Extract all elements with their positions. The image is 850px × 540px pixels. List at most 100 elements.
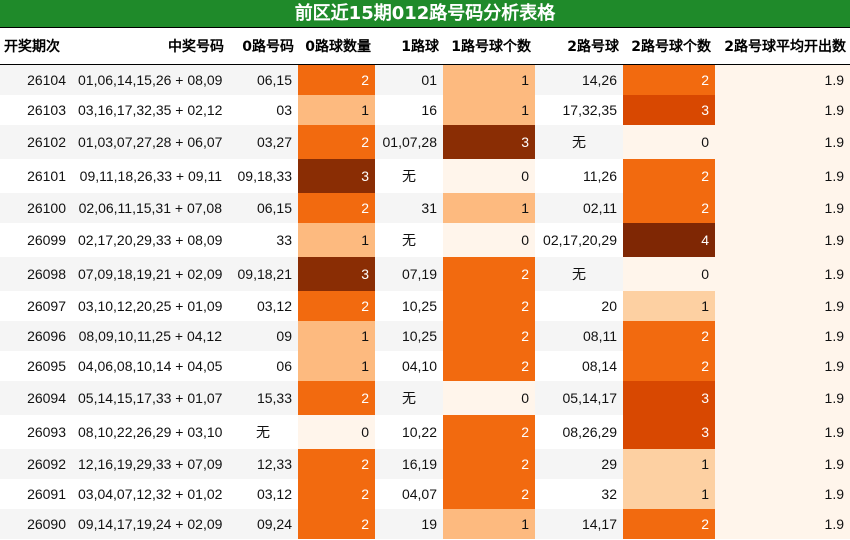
issue-cell: 26091 (0, 478, 72, 509)
route0-count-cell: 2 (298, 290, 375, 321)
route2-average-cell: 1.9 (715, 290, 850, 321)
table-row: 26102 01,03,07,27,28 + 06,07 03,27 2 01,07,2… (0, 124, 850, 159)
route0-count-cell: 2 (298, 478, 375, 509)
route1-count-cell: 0 (443, 158, 535, 193)
route0-numbers-cell: 09,24 (228, 508, 298, 539)
route2-count-cell: 2 (623, 158, 715, 193)
table-row: 26095 04,06,08,10,14 + 04,05 06 1 04,10 2 08,1… (0, 350, 850, 381)
header-route2-count: 2路号球个数 (623, 28, 715, 65)
route2-average-cell: 1.9 (715, 64, 850, 95)
route0-numbers-cell: 03,27 (228, 124, 298, 159)
header-route1-count: 1路号球个数 (443, 28, 535, 65)
route0-numbers-cell: 03,12 (228, 290, 298, 321)
route2-numbers-cell: 20 (535, 290, 623, 321)
route1-numbers-cell: 无 (375, 222, 443, 257)
table-row: 26097 03,10,12,20,25 + 01,09 03,12 2 10,25 2 2… (0, 290, 850, 321)
route0-numbers-cell: 09,18,21 (228, 256, 298, 291)
route1-numbers-cell: 04,07 (375, 478, 443, 509)
route2-count-cell: 1 (623, 448, 715, 479)
table-row: 26099 02,17,20,29,33 + 08,09 33 1 无 0 02,17,20… (0, 222, 850, 257)
route2-count-cell: 0 (623, 124, 715, 159)
issue-cell: 26095 (0, 350, 72, 381)
route2-count-cell: 2 (623, 64, 715, 95)
route1-count-cell: 2 (443, 478, 535, 509)
issue-cell: 26097 (0, 290, 72, 321)
issue-cell: 26104 (0, 64, 72, 95)
route1-numbers-cell: 31 (375, 192, 443, 223)
issue-cell: 26096 (0, 320, 72, 351)
route0-numbers-cell: 09 (228, 320, 298, 351)
numbers-cell: 01,03,07,27,28 + 06,07 (72, 124, 228, 159)
numbers-cell: 09,14,17,19,24 + 02,09 (72, 508, 228, 539)
numbers-cell: 02,17,20,29,33 + 08,09 (72, 222, 228, 257)
route0-numbers-cell: 06 (228, 350, 298, 381)
route2-numbers-cell: 05,14,17 (535, 380, 623, 415)
route1-numbers-cell: 16,19 (375, 448, 443, 479)
route1-numbers-cell: 04,10 (375, 350, 443, 381)
route1-numbers-cell: 无 (375, 380, 443, 415)
route2-numbers-cell: 11,26 (535, 158, 623, 193)
route1-count-cell: 2 (443, 256, 535, 291)
route2-average-cell: 1.9 (715, 124, 850, 159)
route2-numbers-cell: 14,26 (535, 64, 623, 95)
numbers-cell: 02,06,11,15,31 + 07,08 (72, 192, 228, 223)
issue-cell: 26101 (0, 158, 72, 193)
route2-numbers-cell: 无 (535, 124, 623, 159)
header-route0-numbers: 0路号码 (228, 28, 298, 65)
route2-count-cell: 2 (623, 350, 715, 381)
route0-count-cell: 3 (298, 256, 375, 291)
issue-cell: 26098 (0, 256, 72, 291)
table-body: 26104 01,06,14,15,26 + 08,09 06,15 2 01 1 14,2… (0, 64, 850, 539)
route1-count-cell: 1 (443, 94, 535, 125)
issue-cell: 26090 (0, 508, 72, 539)
numbers-cell: 07,09,18,19,21 + 02,09 (72, 256, 228, 291)
table-row: 26090 09,14,17,19,24 + 02,09 09,24 2 19 1 14,1… (0, 508, 850, 539)
table-row: 26098 07,09,18,19,21 + 02,09 09,18,21 3 07,1… (0, 256, 850, 291)
route1-count-cell: 2 (443, 320, 535, 351)
route1-numbers-cell: 07,19 (375, 256, 443, 291)
route0-numbers-cell: 12,33 (228, 448, 298, 479)
route2-average-cell: 1.9 (715, 414, 850, 449)
route2-average-cell: 1.9 (715, 508, 850, 539)
issue-cell: 26092 (0, 448, 72, 479)
route0-count-cell: 0 (298, 414, 375, 449)
route2-numbers-cell: 08,26,29 (535, 414, 623, 449)
route1-count-cell: 1 (443, 508, 535, 539)
route0-numbers-cell: 03 (228, 94, 298, 125)
numbers-cell: 01,06,14,15,26 + 08,09 (72, 64, 228, 95)
route2-count-cell: 1 (623, 478, 715, 509)
route2-numbers-cell: 29 (535, 448, 623, 479)
route0-numbers-cell: 06,15 (228, 64, 298, 95)
route2-count-cell: 2 (623, 320, 715, 351)
route2-count-cell: 3 (623, 414, 715, 449)
route0-numbers-cell: 09,18,33 (228, 158, 298, 193)
route2-numbers-cell: 02,17,20,29 (535, 222, 623, 257)
numbers-cell: 05,14,15,17,33 + 01,07 (72, 380, 228, 415)
route0-numbers-cell: 03,12 (228, 478, 298, 509)
route1-numbers-cell: 01 (375, 64, 443, 95)
route0-numbers-cell: 无 (228, 414, 298, 449)
table-row: 26092 12,16,19,29,33 + 07,09 12,33 2 16,19 2 2… (0, 448, 850, 479)
route2-average-cell: 1.9 (715, 94, 850, 125)
issue-cell: 26103 (0, 94, 72, 125)
table-row: 26100 02,06,11,15,31 + 07,08 06,15 2 31 1 02,1… (0, 192, 850, 223)
issue-cell: 26094 (0, 380, 72, 415)
header-route2-numbers: 2路号球 (535, 28, 623, 65)
route0-count-cell: 1 (298, 320, 375, 351)
table-row: 26096 08,09,10,11,25 + 04,12 09 1 10,25 2 08,1… (0, 320, 850, 351)
route2-average-cell: 1.9 (715, 448, 850, 479)
header-route2-average: 2路号球平均开出数 (715, 28, 850, 65)
analysis-table: 开奖期次 中奖号码 0路号码 0路球数量 1路球 1路号球个数 2路号球 2路号… (0, 28, 850, 539)
numbers-cell: 04,06,08,10,14 + 04,05 (72, 350, 228, 381)
route1-numbers-cell: 19 (375, 508, 443, 539)
route1-numbers-cell: 10,22 (375, 414, 443, 449)
route0-numbers-cell: 15,33 (228, 380, 298, 415)
route0-numbers-cell: 33 (228, 222, 298, 257)
route1-count-cell: 2 (443, 290, 535, 321)
route1-count-cell: 0 (443, 222, 535, 257)
issue-cell: 26102 (0, 124, 72, 159)
route0-count-cell: 2 (298, 64, 375, 95)
route2-count-cell: 1 (623, 290, 715, 321)
route2-count-cell: 3 (623, 94, 715, 125)
route0-count-cell: 2 (298, 508, 375, 539)
